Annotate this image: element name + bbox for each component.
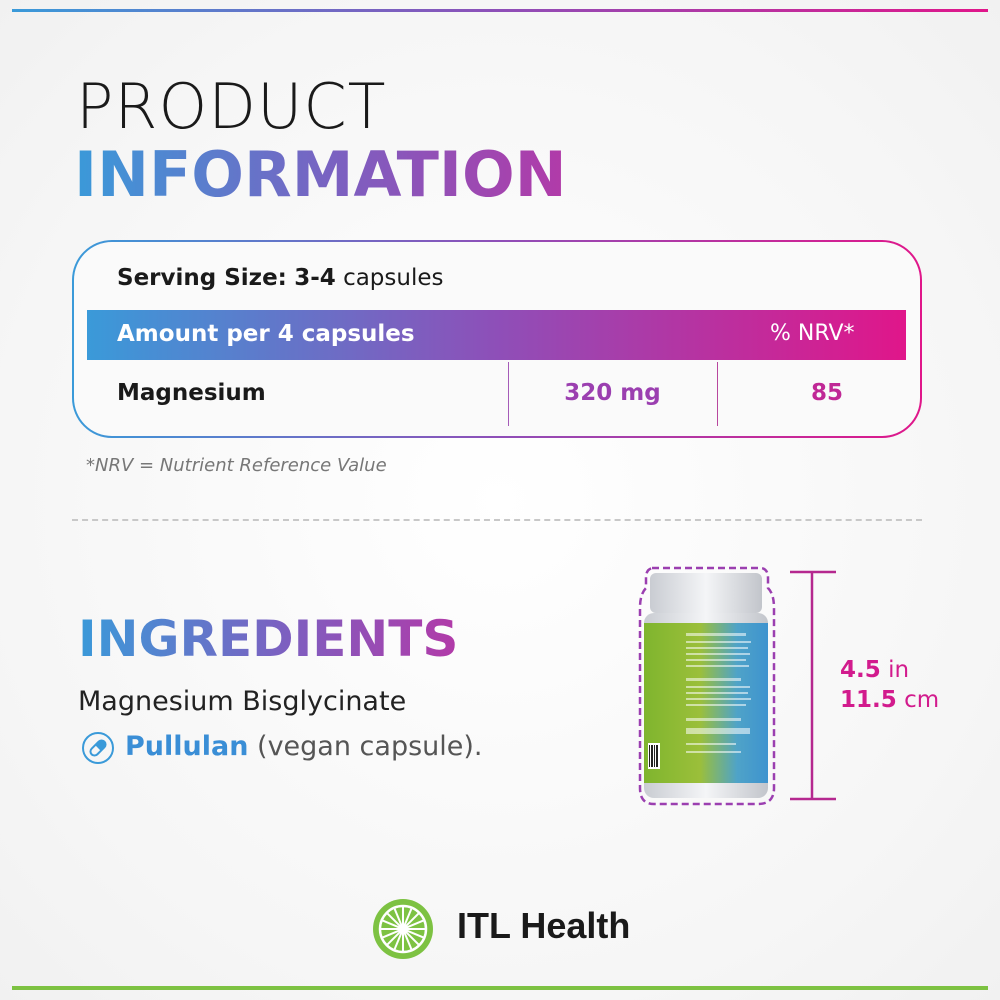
- inch-value: 4.5: [840, 657, 881, 683]
- cm-unit: cm: [904, 687, 940, 713]
- column-divider: [717, 362, 718, 426]
- top-gradient-line: [12, 9, 988, 12]
- product-bottle-image: [636, 563, 776, 812]
- capsule-name: Pullulan: [125, 731, 249, 762]
- header-nrv: % NRV*: [770, 321, 855, 346]
- title-product: PRODUCT: [76, 70, 387, 143]
- serving-value: 3-4: [294, 265, 336, 291]
- table-header-band: [87, 310, 906, 360]
- dashed-divider: [72, 519, 922, 521]
- serving-size: Serving Size: 3-4 capsules: [117, 265, 444, 291]
- height-cm: 11.5 cm: [840, 687, 939, 713]
- nutrient-name: Magnesium: [117, 380, 266, 406]
- capsule-note: (vegan capsule).: [257, 731, 483, 762]
- serving-unit: capsules: [343, 265, 444, 291]
- height-inches: 4.5 in: [840, 657, 909, 683]
- title-information: INFORMATION: [74, 138, 567, 211]
- nutrient-amount: 320 mg: [564, 380, 661, 406]
- height-measure-line: [790, 570, 840, 806]
- ingredient-item: Magnesium Bisglycinate: [78, 686, 407, 717]
- ingredients-title: INGREDIENTS: [78, 610, 459, 668]
- inch-unit: in: [888, 657, 910, 683]
- header-amount: Amount per 4 capsules: [117, 321, 415, 347]
- cm-value: 11.5: [840, 687, 897, 713]
- capsule-ingredient: Pullulan (vegan capsule).: [125, 731, 483, 762]
- itl-health-logo-icon: [372, 898, 434, 964]
- footnote: *NRV = Nutrient Reference Value: [86, 455, 387, 476]
- brand-name: ITL Health: [457, 905, 631, 946]
- bottom-green-line: [12, 986, 988, 990]
- serving-label: Serving Size:: [117, 265, 287, 291]
- nutrient-nrv: 85: [810, 380, 843, 406]
- capsule-icon: [82, 732, 114, 764]
- column-divider: [508, 362, 509, 426]
